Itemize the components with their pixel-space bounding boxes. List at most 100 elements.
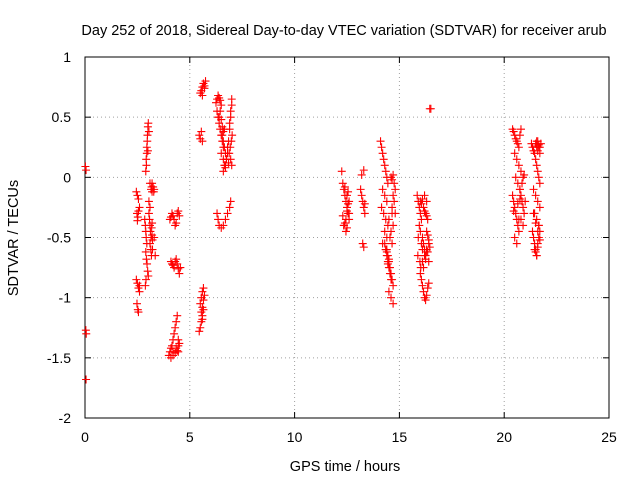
- data-point: [213, 209, 222, 218]
- data-point: [359, 166, 368, 175]
- y-tick-label: 0: [63, 169, 71, 185]
- data-point: [216, 107, 225, 116]
- data-point: [339, 221, 348, 230]
- data-point: [532, 251, 541, 260]
- data-point: [413, 251, 422, 260]
- data-point: [357, 191, 366, 200]
- y-axis-label: SDTVAR / TECUs: [6, 180, 22, 296]
- data-point: [535, 149, 544, 158]
- data-point: [424, 257, 433, 266]
- data-point: [143, 259, 152, 268]
- data-point: [143, 146, 152, 155]
- data-point: [534, 143, 543, 152]
- data-point: [535, 235, 544, 244]
- data-point: [360, 209, 369, 218]
- data-point: [422, 247, 431, 256]
- data-point: [196, 323, 205, 332]
- data-point: [382, 197, 391, 206]
- data-point: [174, 207, 183, 216]
- data-point: [199, 284, 208, 293]
- data-point: [195, 327, 204, 336]
- data-point: [532, 161, 541, 170]
- data-point: [384, 263, 393, 272]
- data-point: [379, 155, 388, 164]
- y-tick-label: 0.5: [52, 109, 72, 125]
- data-point: [384, 255, 393, 264]
- data-point: [514, 161, 523, 170]
- data-point: [422, 227, 431, 236]
- data-point: [391, 185, 400, 194]
- data-point: [219, 167, 228, 176]
- data-point: [216, 96, 225, 105]
- data-point: [198, 315, 207, 324]
- data-point: [227, 137, 236, 146]
- data-point: [510, 149, 519, 158]
- data-point: [388, 175, 397, 184]
- data-point: [378, 149, 387, 158]
- data-point: [338, 179, 347, 188]
- x-tick-label: 15: [392, 429, 408, 445]
- data-point: [227, 161, 236, 170]
- data-point: [82, 166, 91, 175]
- data-point: [384, 287, 393, 296]
- data-point: [340, 182, 349, 191]
- data-point: [380, 239, 389, 248]
- data-point: [535, 179, 544, 188]
- data-point: [378, 185, 387, 194]
- data-point: [200, 291, 209, 300]
- data-point: [198, 91, 207, 100]
- data-point: [417, 199, 426, 208]
- x-tick-label: 0: [81, 429, 89, 445]
- data-point: [176, 263, 185, 272]
- data-point: [358, 239, 367, 248]
- data-point: [214, 215, 223, 224]
- data-point: [195, 131, 204, 140]
- data-point: [141, 281, 150, 290]
- data-point: [535, 203, 544, 212]
- data-point: [344, 187, 353, 196]
- data-point: [134, 194, 143, 203]
- data-point: [419, 239, 428, 248]
- data-point: [418, 281, 427, 290]
- data-point: [532, 215, 541, 224]
- data-point: [421, 296, 430, 305]
- data-point: [144, 119, 153, 128]
- data-point: [175, 211, 184, 220]
- data-point: [512, 239, 521, 248]
- data-point: [134, 308, 143, 317]
- data-point: [223, 209, 232, 218]
- data-point: [511, 173, 520, 182]
- x-tick-label: 5: [186, 429, 194, 445]
- data-point: [422, 211, 431, 220]
- data-point: [144, 127, 153, 136]
- data-point: [513, 199, 522, 208]
- data-point: [533, 227, 542, 236]
- y-tick-label: -1: [59, 290, 72, 306]
- chart-title: Day 252 of 2018, Sidereal Day-to-day VTE…: [81, 23, 606, 39]
- data-point: [390, 179, 399, 188]
- data-point: [416, 269, 425, 278]
- data-point: [221, 215, 230, 224]
- data-point: [509, 197, 518, 206]
- data-point: [509, 127, 518, 136]
- data-point: [144, 209, 153, 218]
- data-point: [132, 275, 141, 284]
- data-point: [513, 139, 522, 148]
- data-point: [389, 281, 398, 290]
- data-point: [413, 191, 422, 200]
- data-point: [391, 209, 400, 218]
- data-point: [376, 137, 385, 146]
- data-point: [217, 101, 226, 110]
- data-point: [172, 219, 181, 228]
- data-point: [425, 243, 434, 252]
- data-point: [341, 227, 350, 236]
- data-point: [341, 215, 350, 224]
- data-point: [423, 231, 432, 240]
- data-point: [149, 187, 158, 196]
- data-point: [218, 131, 227, 140]
- data-point: [423, 284, 432, 293]
- data-point: [426, 104, 435, 113]
- data-point: [514, 227, 523, 236]
- y-tick-label: -2: [59, 410, 72, 426]
